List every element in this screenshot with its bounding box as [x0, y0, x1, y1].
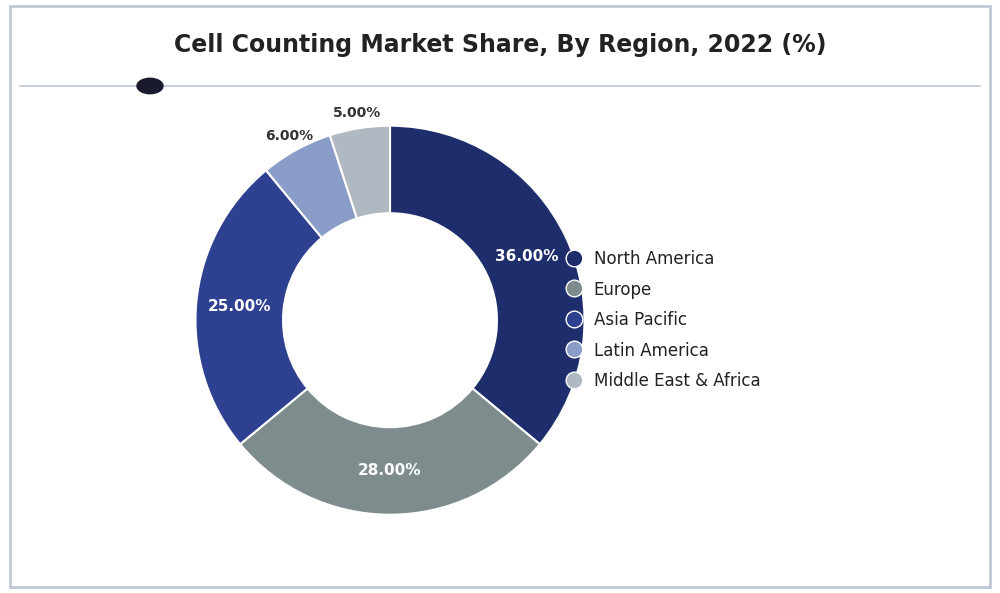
Text: 36.00%: 36.00%	[495, 248, 558, 263]
Wedge shape	[390, 126, 585, 444]
Wedge shape	[195, 170, 322, 444]
Text: 5.00%: 5.00%	[333, 106, 381, 120]
Text: 6.00%: 6.00%	[265, 129, 313, 143]
Wedge shape	[330, 126, 390, 218]
Legend: North America, Europe, Asia Pacific, Latin America, Middle East & Africa: North America, Europe, Asia Pacific, Lat…	[559, 242, 769, 398]
Wedge shape	[240, 388, 540, 515]
Wedge shape	[266, 135, 357, 238]
Text: 28.00%: 28.00%	[358, 464, 422, 479]
Text: 25.00%: 25.00%	[208, 298, 272, 314]
Text: Cell Counting Market Share, By Region, 2022 (%): Cell Counting Market Share, By Region, 2…	[174, 33, 826, 56]
